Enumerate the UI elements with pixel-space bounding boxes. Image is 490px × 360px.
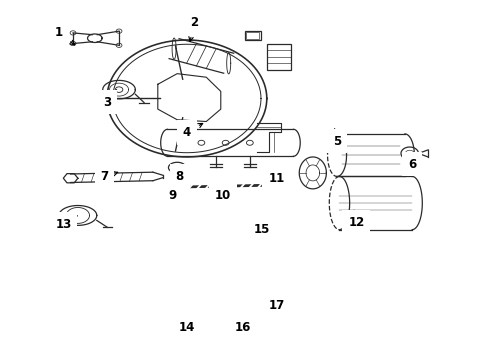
Bar: [246, 32, 259, 39]
Text: 7: 7: [100, 170, 118, 183]
Text: 2: 2: [189, 16, 198, 41]
Text: 6: 6: [408, 157, 416, 171]
Text: 14: 14: [179, 320, 195, 334]
Text: 5: 5: [333, 129, 341, 148]
Text: 9: 9: [168, 189, 177, 202]
Bar: [245, 31, 261, 40]
Text: 17: 17: [269, 299, 285, 312]
Text: 1: 1: [54, 26, 74, 45]
Bar: [267, 44, 291, 70]
Text: 3: 3: [103, 90, 117, 108]
Text: 13: 13: [55, 216, 77, 231]
Text: 10: 10: [215, 189, 231, 202]
Text: 8: 8: [175, 170, 184, 183]
Text: 4: 4: [183, 123, 203, 139]
Text: 12: 12: [348, 210, 365, 229]
Text: 16: 16: [234, 320, 251, 334]
Text: 11: 11: [269, 172, 285, 185]
Text: 15: 15: [254, 223, 270, 236]
